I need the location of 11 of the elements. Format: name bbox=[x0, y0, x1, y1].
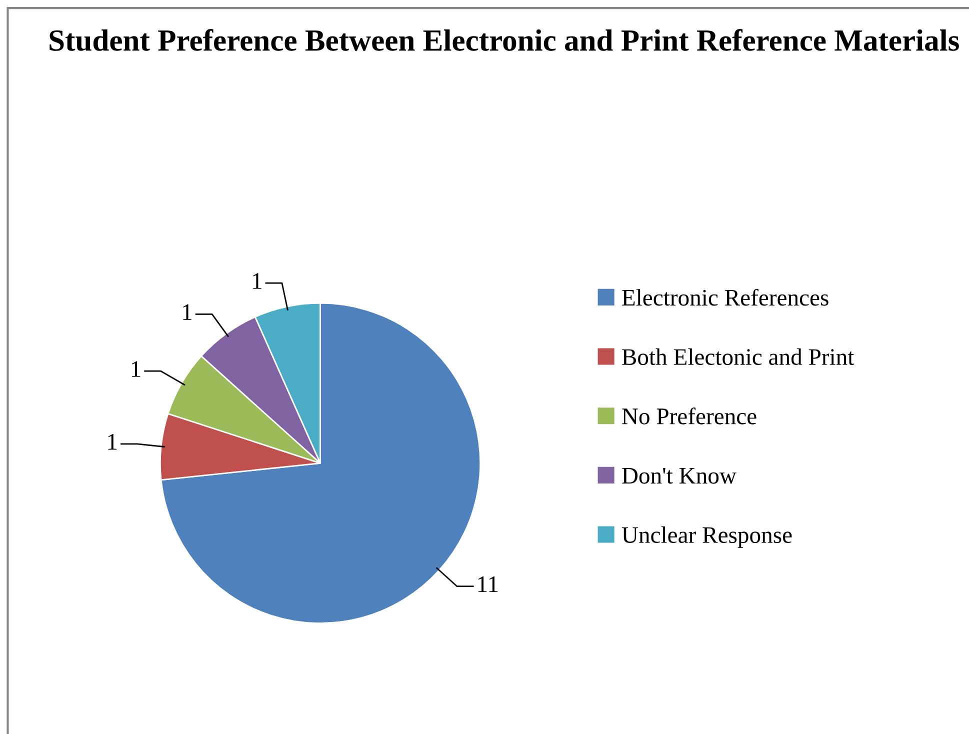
legend-label: Electronic References bbox=[622, 288, 828, 306]
legend-label: Don't Know bbox=[622, 468, 736, 484]
data-label: 1 bbox=[183, 304, 192, 320]
data-label: 1 bbox=[132, 361, 140, 377]
chart-title: Student Preference Between Electronic and Print Reference Materials bbox=[50, 29, 959, 51]
data-label: 1 bbox=[253, 273, 262, 289]
data-label: 1 bbox=[108, 434, 117, 450]
legend-label: Both Electonic and Print bbox=[622, 348, 854, 366]
legend-label: No Preference bbox=[622, 408, 756, 424]
data-label: 11 bbox=[478, 576, 498, 592]
legend-label: Unclear Response bbox=[622, 526, 792, 548]
